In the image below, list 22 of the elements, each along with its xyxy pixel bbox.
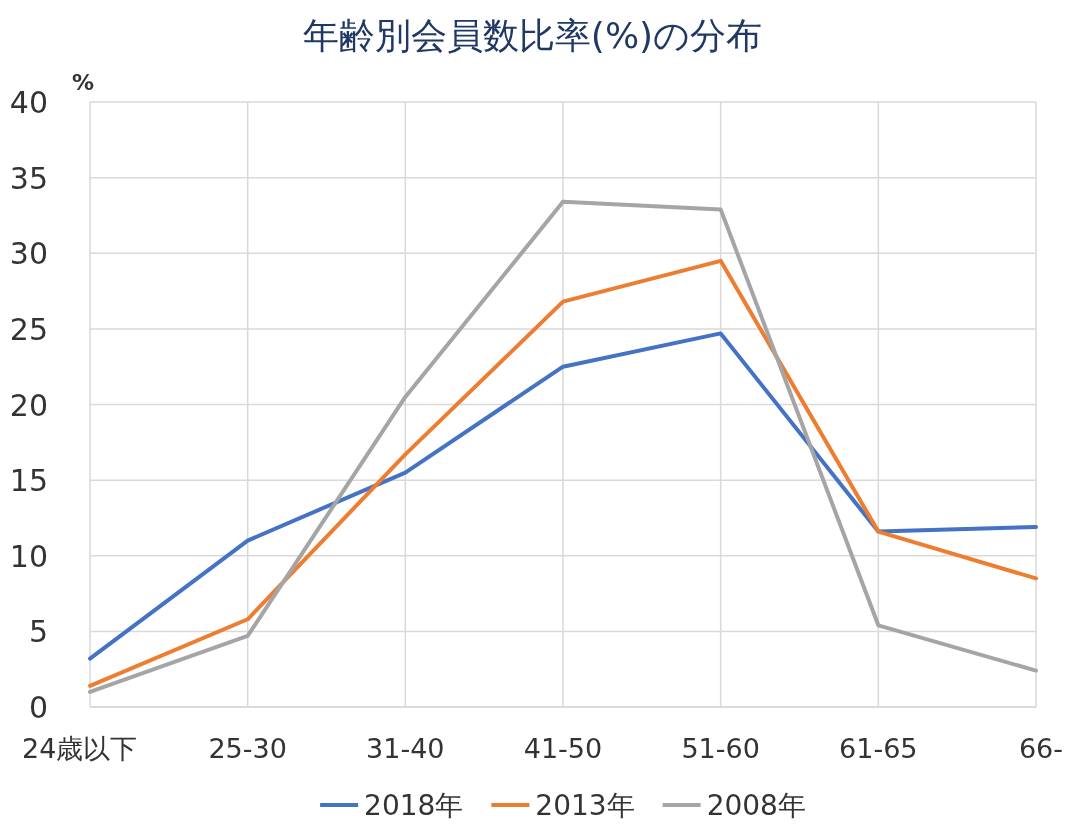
chart-title: 年齢別会員数比率(%)の分布: [302, 15, 763, 56]
y-tick-label: 30: [9, 236, 48, 272]
y-tick-label: 35: [9, 160, 48, 196]
x-tick-label: 41-50: [523, 733, 603, 764]
legend-label: 2013年: [535, 789, 635, 822]
x-tick-label: 24歳以下: [22, 733, 138, 764]
x-tick-label: 25-30: [208, 733, 287, 764]
line-series: [88, 331, 1038, 661]
y-tick-label: 40: [9, 85, 48, 120]
y-tick-label: 0: [28, 690, 48, 725]
x-tick-label: 66-: [1018, 733, 1063, 764]
legend-label: 2008年: [706, 789, 806, 822]
y-tick-label: 10: [9, 538, 48, 574]
y-axis-title: %: [72, 70, 95, 95]
y-tick-label: 20: [9, 387, 48, 423]
x-tick-label: 31-40: [366, 733, 445, 764]
x-tick-label: 61-65: [839, 733, 918, 764]
x-tick-label: 51-60: [681, 733, 760, 764]
y-tick-label: 25: [9, 311, 48, 347]
legend-label: 2018年: [364, 789, 464, 822]
y-tick-label: 15: [9, 463, 48, 499]
y-tick-label: 5: [28, 614, 48, 650]
